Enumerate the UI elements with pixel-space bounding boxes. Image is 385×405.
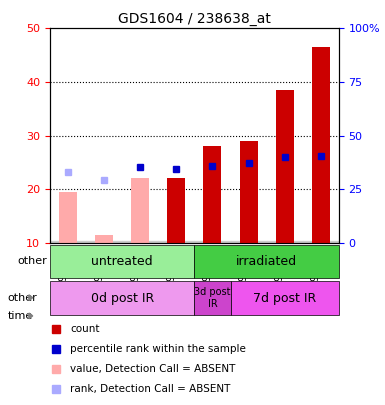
Bar: [312, 47, 330, 243]
Text: 7d post IR: 7d post IR: [253, 292, 316, 305]
Text: time: time: [8, 311, 33, 321]
Title: GDS1604 / 238638_at: GDS1604 / 238638_at: [118, 12, 271, 26]
Text: rank, Detection Call = ABSENT: rank, Detection Call = ABSENT: [70, 384, 231, 394]
Bar: [131, 179, 149, 243]
Text: value, Detection Call = ABSENT: value, Detection Call = ABSENT: [70, 364, 236, 374]
Bar: [167, 179, 186, 243]
Bar: [303, 241, 339, 243]
Text: irradiated: irradiated: [236, 255, 297, 268]
Bar: [266, 241, 303, 243]
Bar: [194, 241, 231, 243]
FancyBboxPatch shape: [231, 281, 339, 315]
Text: untreated: untreated: [91, 255, 153, 268]
FancyBboxPatch shape: [50, 245, 194, 278]
FancyBboxPatch shape: [50, 281, 194, 315]
FancyBboxPatch shape: [194, 245, 339, 278]
Text: percentile rank within the sample: percentile rank within the sample: [70, 344, 246, 354]
Bar: [158, 241, 194, 243]
Bar: [203, 146, 221, 243]
Bar: [50, 241, 86, 243]
Text: other: other: [17, 256, 47, 266]
Bar: [86, 241, 122, 243]
Text: 3d post
IR: 3d post IR: [194, 287, 231, 309]
Bar: [122, 241, 158, 243]
FancyBboxPatch shape: [194, 281, 231, 315]
Text: count: count: [70, 324, 100, 334]
Bar: [59, 192, 77, 243]
Bar: [95, 235, 113, 243]
Bar: [231, 241, 266, 243]
Bar: [276, 90, 294, 243]
Bar: [239, 141, 258, 243]
Text: other: other: [8, 293, 37, 303]
Text: 0d post IR: 0d post IR: [90, 292, 154, 305]
